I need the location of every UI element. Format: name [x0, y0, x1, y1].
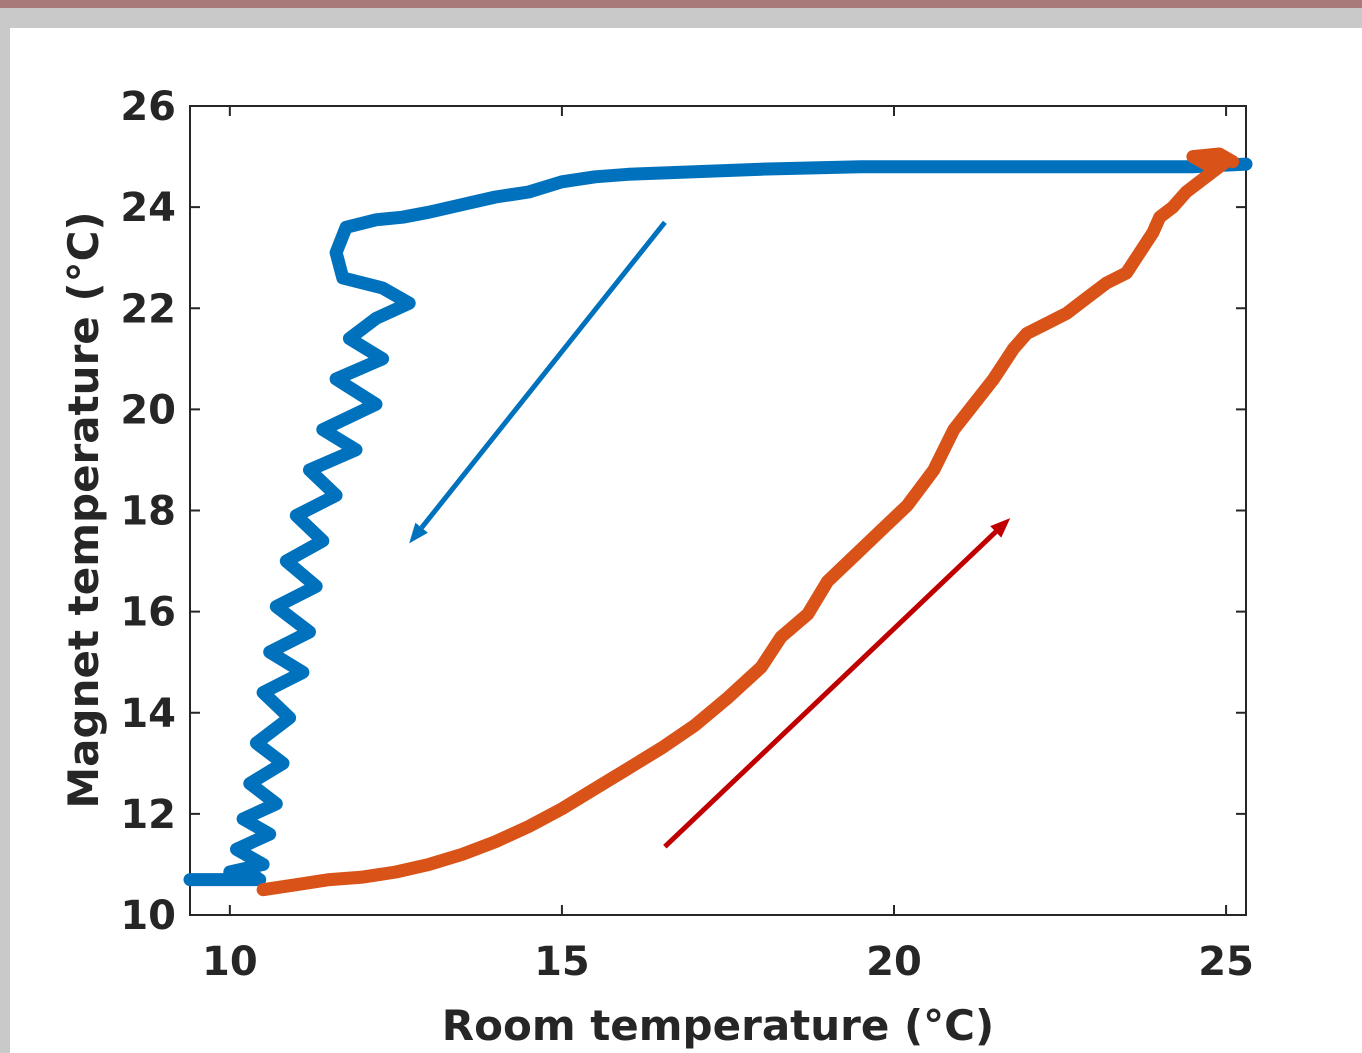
chart: 10 15 20 25 10 12 14 16 18 20 22 24 26 Room temperat…	[59, 84, 1254, 1050]
figure-frame: 10 15 20 25 10 12 14 16 18 20 22 24 26 Room temperat…	[10, 28, 1362, 1053]
y-tick-label: 26	[120, 84, 176, 130]
series-line-2	[256, 147, 1240, 897]
arrow-head-2	[990, 518, 1011, 538]
x-tick-label: 10	[202, 939, 258, 985]
ticks: 10 15 20 25 10 12 14 16 18 20 22 24 26	[120, 84, 1254, 985]
x-tick-label: 15	[534, 939, 590, 985]
y-tick-label: 18	[120, 489, 176, 535]
y-axis-label: Magnet temperature (°C)	[59, 211, 108, 808]
y-tick-label: 16	[120, 590, 176, 636]
arrow-shaft-1	[419, 220, 667, 530]
plot-area	[189, 105, 1247, 916]
series-layer	[183, 147, 1253, 897]
axes-box	[189, 105, 1247, 916]
y-tick-label: 22	[120, 286, 176, 332]
top-border-strip	[0, 0, 1362, 8]
y-tick-label: 20	[120, 387, 176, 433]
arrow-shaft-2	[663, 530, 998, 849]
annotations	[409, 220, 1011, 849]
x-tick-label: 25	[1198, 939, 1254, 985]
y-tick-label: 10	[120, 893, 176, 939]
x-tick-label: 20	[866, 939, 922, 985]
series-line-1	[183, 157, 1253, 887]
x-axis-label: Room temperature (°C)	[442, 1001, 994, 1050]
arrow-head-1	[409, 522, 428, 544]
y-tick-label: 12	[120, 792, 176, 838]
y-tick-label: 14	[120, 691, 176, 737]
y-tick-label: 24	[120, 185, 176, 231]
